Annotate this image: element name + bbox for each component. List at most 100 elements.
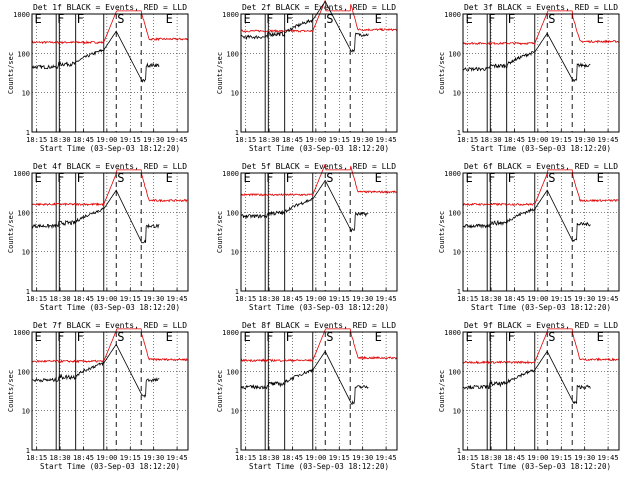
interval-marker-label: E bbox=[166, 330, 173, 344]
y-axis-label: Counts/sec bbox=[7, 52, 15, 94]
y-axis-label: Counts/sec bbox=[438, 52, 446, 94]
x-tick-label: 18:30 bbox=[259, 454, 280, 462]
x-tick-label: 19:30 bbox=[143, 136, 164, 144]
y-tick-label: 1 bbox=[457, 447, 461, 455]
plot-frame bbox=[31, 172, 189, 292]
interval-marker-label: S bbox=[117, 171, 124, 185]
y-tick-label: 1 bbox=[457, 288, 461, 296]
lld-series-line bbox=[240, 163, 397, 197]
interval-marker-label: F bbox=[77, 330, 84, 344]
x-tick-label: 18:30 bbox=[50, 295, 71, 303]
interval-marker-label: E bbox=[597, 330, 604, 344]
x-tick-label: 19:30 bbox=[574, 295, 595, 303]
plot-frame bbox=[240, 172, 398, 292]
x-tick-label: 19:00 bbox=[96, 454, 117, 462]
interval-marker-label: E bbox=[244, 330, 251, 344]
interval-marker-label: S bbox=[326, 171, 333, 185]
y-tick-label: 1000 bbox=[222, 11, 239, 19]
x-tick-label: 19:15 bbox=[551, 295, 572, 303]
lld-series-line bbox=[462, 169, 619, 206]
x-tick-label: 18:30 bbox=[50, 454, 71, 462]
x-tick-label: 19:45 bbox=[167, 454, 188, 462]
interval-marker-label: E bbox=[166, 171, 173, 185]
interval-marker-label: E bbox=[466, 330, 473, 344]
x-tick-label: 18:15 bbox=[457, 295, 478, 303]
interval-marker-label: E bbox=[35, 330, 42, 344]
interval-marker-label: S bbox=[548, 171, 555, 185]
plot-frame bbox=[462, 13, 620, 133]
interval-marker-label: F bbox=[57, 171, 64, 185]
interval-marker-label: E bbox=[244, 171, 251, 185]
x-tick-label: 18:45 bbox=[504, 295, 525, 303]
x-tick-label: 18:15 bbox=[235, 454, 256, 462]
y-tick-label: 1 bbox=[26, 447, 30, 455]
y-axis-label: Counts/sec bbox=[7, 370, 15, 412]
y-tick-label: 100 bbox=[226, 209, 239, 217]
x-tick-label: 19:00 bbox=[96, 136, 117, 144]
x-tick-label: 18:30 bbox=[259, 295, 280, 303]
y-tick-label: 10 bbox=[22, 90, 30, 98]
y-axis-label: Counts/sec bbox=[216, 370, 224, 412]
lld-series-line bbox=[31, 10, 188, 45]
panel-title: Det 5f BLACK = Events, RED = LLD bbox=[242, 162, 396, 171]
y-tick-label: 100 bbox=[448, 50, 461, 58]
interval-marker-label: S bbox=[326, 330, 333, 344]
interval-marker-label: F bbox=[286, 330, 293, 344]
interval-marker-label: F bbox=[77, 12, 84, 26]
interval-marker-label: E bbox=[375, 12, 382, 26]
x-tick-label: 19:00 bbox=[527, 295, 548, 303]
x-tick-label: 18:30 bbox=[481, 454, 502, 462]
interval-marker-label: F bbox=[508, 12, 515, 26]
y-tick-label: 1000 bbox=[13, 170, 30, 178]
x-axis-label: Start Time (03-Sep-03 18:12:20) bbox=[249, 144, 389, 153]
x-tick-label: 19:15 bbox=[329, 136, 350, 144]
y-tick-label: 1000 bbox=[222, 170, 239, 178]
x-tick-label: 18:45 bbox=[73, 295, 94, 303]
x-tick-label: 19:30 bbox=[574, 454, 595, 462]
panel-title: Det 4f BLACK = Events, RED = LLD bbox=[33, 162, 187, 171]
interval-marker-label: E bbox=[35, 12, 42, 26]
y-tick-label: 100 bbox=[226, 368, 239, 376]
x-axis-label: Start Time (03-Sep-03 18:12:20) bbox=[249, 303, 389, 312]
interval-marker-label: E bbox=[597, 12, 604, 26]
y-tick-label: 1 bbox=[235, 129, 239, 137]
x-tick-label: 19:00 bbox=[305, 136, 326, 144]
events-series-line bbox=[241, 179, 369, 233]
y-tick-label: 1 bbox=[26, 288, 30, 296]
y-axis-label: Counts/sec bbox=[216, 52, 224, 94]
lld-series-line bbox=[240, 328, 397, 363]
x-tick-label: 19:15 bbox=[329, 454, 350, 462]
x-tick-label: 18:15 bbox=[457, 136, 478, 144]
lld-series-line bbox=[31, 169, 188, 207]
y-tick-label: 1 bbox=[457, 129, 461, 137]
x-tick-label: 19:30 bbox=[352, 454, 373, 462]
x-tick-label: 18:15 bbox=[26, 295, 47, 303]
interval-marker-label: E bbox=[466, 171, 473, 185]
x-tick-label: 18:15 bbox=[457, 454, 478, 462]
x-tick-label: 18:15 bbox=[26, 136, 47, 144]
x-tick-label: 19:30 bbox=[352, 295, 373, 303]
x-tick-label: 19:30 bbox=[352, 136, 373, 144]
interval-marker-label: S bbox=[117, 330, 124, 344]
x-tick-label: 19:00 bbox=[96, 295, 117, 303]
y-tick-label: 1 bbox=[26, 129, 30, 137]
events-series-line bbox=[462, 189, 591, 243]
x-tick-label: 18:45 bbox=[73, 136, 94, 144]
y-tick-label: 1000 bbox=[444, 329, 461, 337]
interval-marker-label: E bbox=[244, 12, 251, 26]
plot-frame bbox=[462, 331, 620, 451]
y-tick-label: 1 bbox=[235, 447, 239, 455]
y-tick-label: 100 bbox=[226, 50, 239, 58]
events-series-line bbox=[31, 189, 160, 244]
interval-marker-label: F bbox=[488, 171, 495, 185]
interval-marker-label: S bbox=[548, 330, 555, 344]
plot-frame bbox=[31, 331, 189, 451]
x-tick-label: 19:45 bbox=[598, 454, 619, 462]
panel-title: Det 2f BLACK = Events, RED = LLD bbox=[242, 3, 396, 12]
x-tick-label: 18:30 bbox=[481, 295, 502, 303]
